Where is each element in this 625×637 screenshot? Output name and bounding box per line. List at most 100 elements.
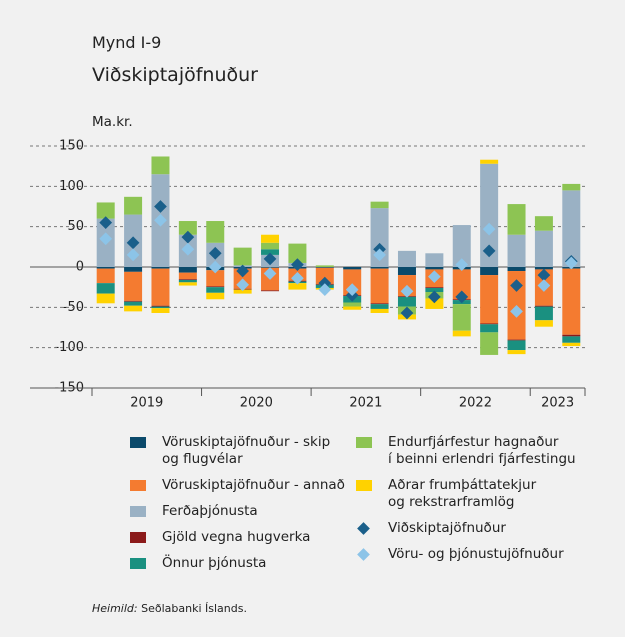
bar-segment [206,270,225,287]
legend-label: Önnur þjónusta [162,555,267,571]
y-tick-label: 150 [59,139,84,154]
bar-segment [288,243,307,263]
diamond-marker [236,264,250,278]
diamond-marker [126,248,140,262]
source: Heimild: Seðlabanki Íslands. [92,602,247,615]
legend-swatch [130,437,146,448]
bar-segment [370,303,389,305]
diamond-marker [208,260,222,274]
bar-segment [261,290,280,292]
bar-segment [370,308,389,313]
bar-segment [480,323,499,325]
diamond-marker [291,258,304,271]
diamond-marker [126,236,140,250]
bar-segment [206,287,225,293]
bar-segment [178,272,197,280]
bar-segment [397,250,416,267]
bar-segment [151,306,170,309]
legend-swatch [357,522,370,535]
bar-segment [315,265,334,267]
bar-segment [562,342,581,347]
legend-label: Ferðaþjónusta [162,503,258,519]
bar-segment [96,268,115,284]
bar-segment [151,267,170,269]
bar-segment [96,202,115,219]
bar-segment [507,339,526,341]
bar-segment [562,334,581,337]
bar-segment [261,249,280,255]
bar-segment [206,286,225,288]
bar-segment [178,221,197,235]
bar-segment [178,267,197,273]
bar-segment [397,296,416,307]
diamond-marker [400,306,414,320]
bar-segment [370,201,389,209]
legend-left: Vöruskiptajöfnuður - skip og flugvélar Vö… [130,434,345,572]
y-axis-label: Ma.kr. [92,114,133,130]
diamond-marker [373,248,386,262]
bar-segment [480,159,499,164]
bar-segment [151,268,170,306]
diamond-marker [208,246,222,260]
bar-segment [124,196,143,215]
bar-segment [233,289,252,294]
bar-segment [178,279,197,280]
legend-item: Gjöld vegna hugverka [130,529,345,546]
bar-segment [343,267,362,270]
diamond-marker [455,258,469,271]
bar-segment [562,190,581,267]
legend-swatch [130,532,146,543]
bar-segment [233,247,252,266]
diamond-marker [181,230,195,244]
legend-item: Ferðaþjónusta [130,503,345,520]
bar-segment [480,275,499,324]
figure-number: Mynd I-9 [92,33,162,52]
legend-item: Viðskiptajöfnuður [356,520,576,537]
bar-segment [562,183,581,191]
bar-segment [261,234,280,243]
bar-segment [452,225,471,267]
bar-segment [288,283,307,290]
legend-label: Vöru- og þjónustujöfnuður [388,546,564,562]
bar-segment [425,287,444,288]
bar-segment [480,324,499,333]
bar-segment [151,308,170,313]
bar-segment [562,268,581,335]
diamond-marker [99,216,113,229]
legend-label: Viðskiptajöfnuður [388,520,506,536]
bar-segment [315,267,334,284]
bar-segment [507,267,526,272]
bar-segment [480,163,499,267]
bar-segment [562,336,581,343]
diamond-marker [263,267,277,280]
legend-item: Vöruskiptajöfnuður - skip og flugvélar [130,434,345,468]
bar-segment [370,304,389,309]
bar-segment [425,298,444,309]
x-group-label: 2020 [240,396,273,411]
bar-segment [534,267,553,270]
bar-segment [124,267,143,272]
x-group-label: 2022 [459,396,492,411]
bar-segment [206,292,225,300]
bar-segment [452,330,471,337]
legend-item: Önnur þjónusta [130,555,345,572]
diamond-marker [400,284,414,298]
bar-segment [507,350,526,355]
x-group-label: 2023 [541,396,574,411]
bar-segment [534,306,553,321]
legend-label: Vöruskiptajöfnuður - skip og flugvélar [162,434,331,467]
chart-title: Viðskiptajöfnuður [92,64,258,86]
bar-segment [425,253,444,267]
legend-swatch [356,437,372,448]
legend-swatch [130,480,146,491]
bar-segment [261,242,280,250]
bar-segment [178,279,197,283]
legend-swatch [356,480,372,491]
bar-segment [370,208,389,267]
bar-segment [151,156,170,175]
y-tick-label: 50 [67,219,84,234]
bar-segment [206,221,225,243]
bar-segment [534,216,553,231]
